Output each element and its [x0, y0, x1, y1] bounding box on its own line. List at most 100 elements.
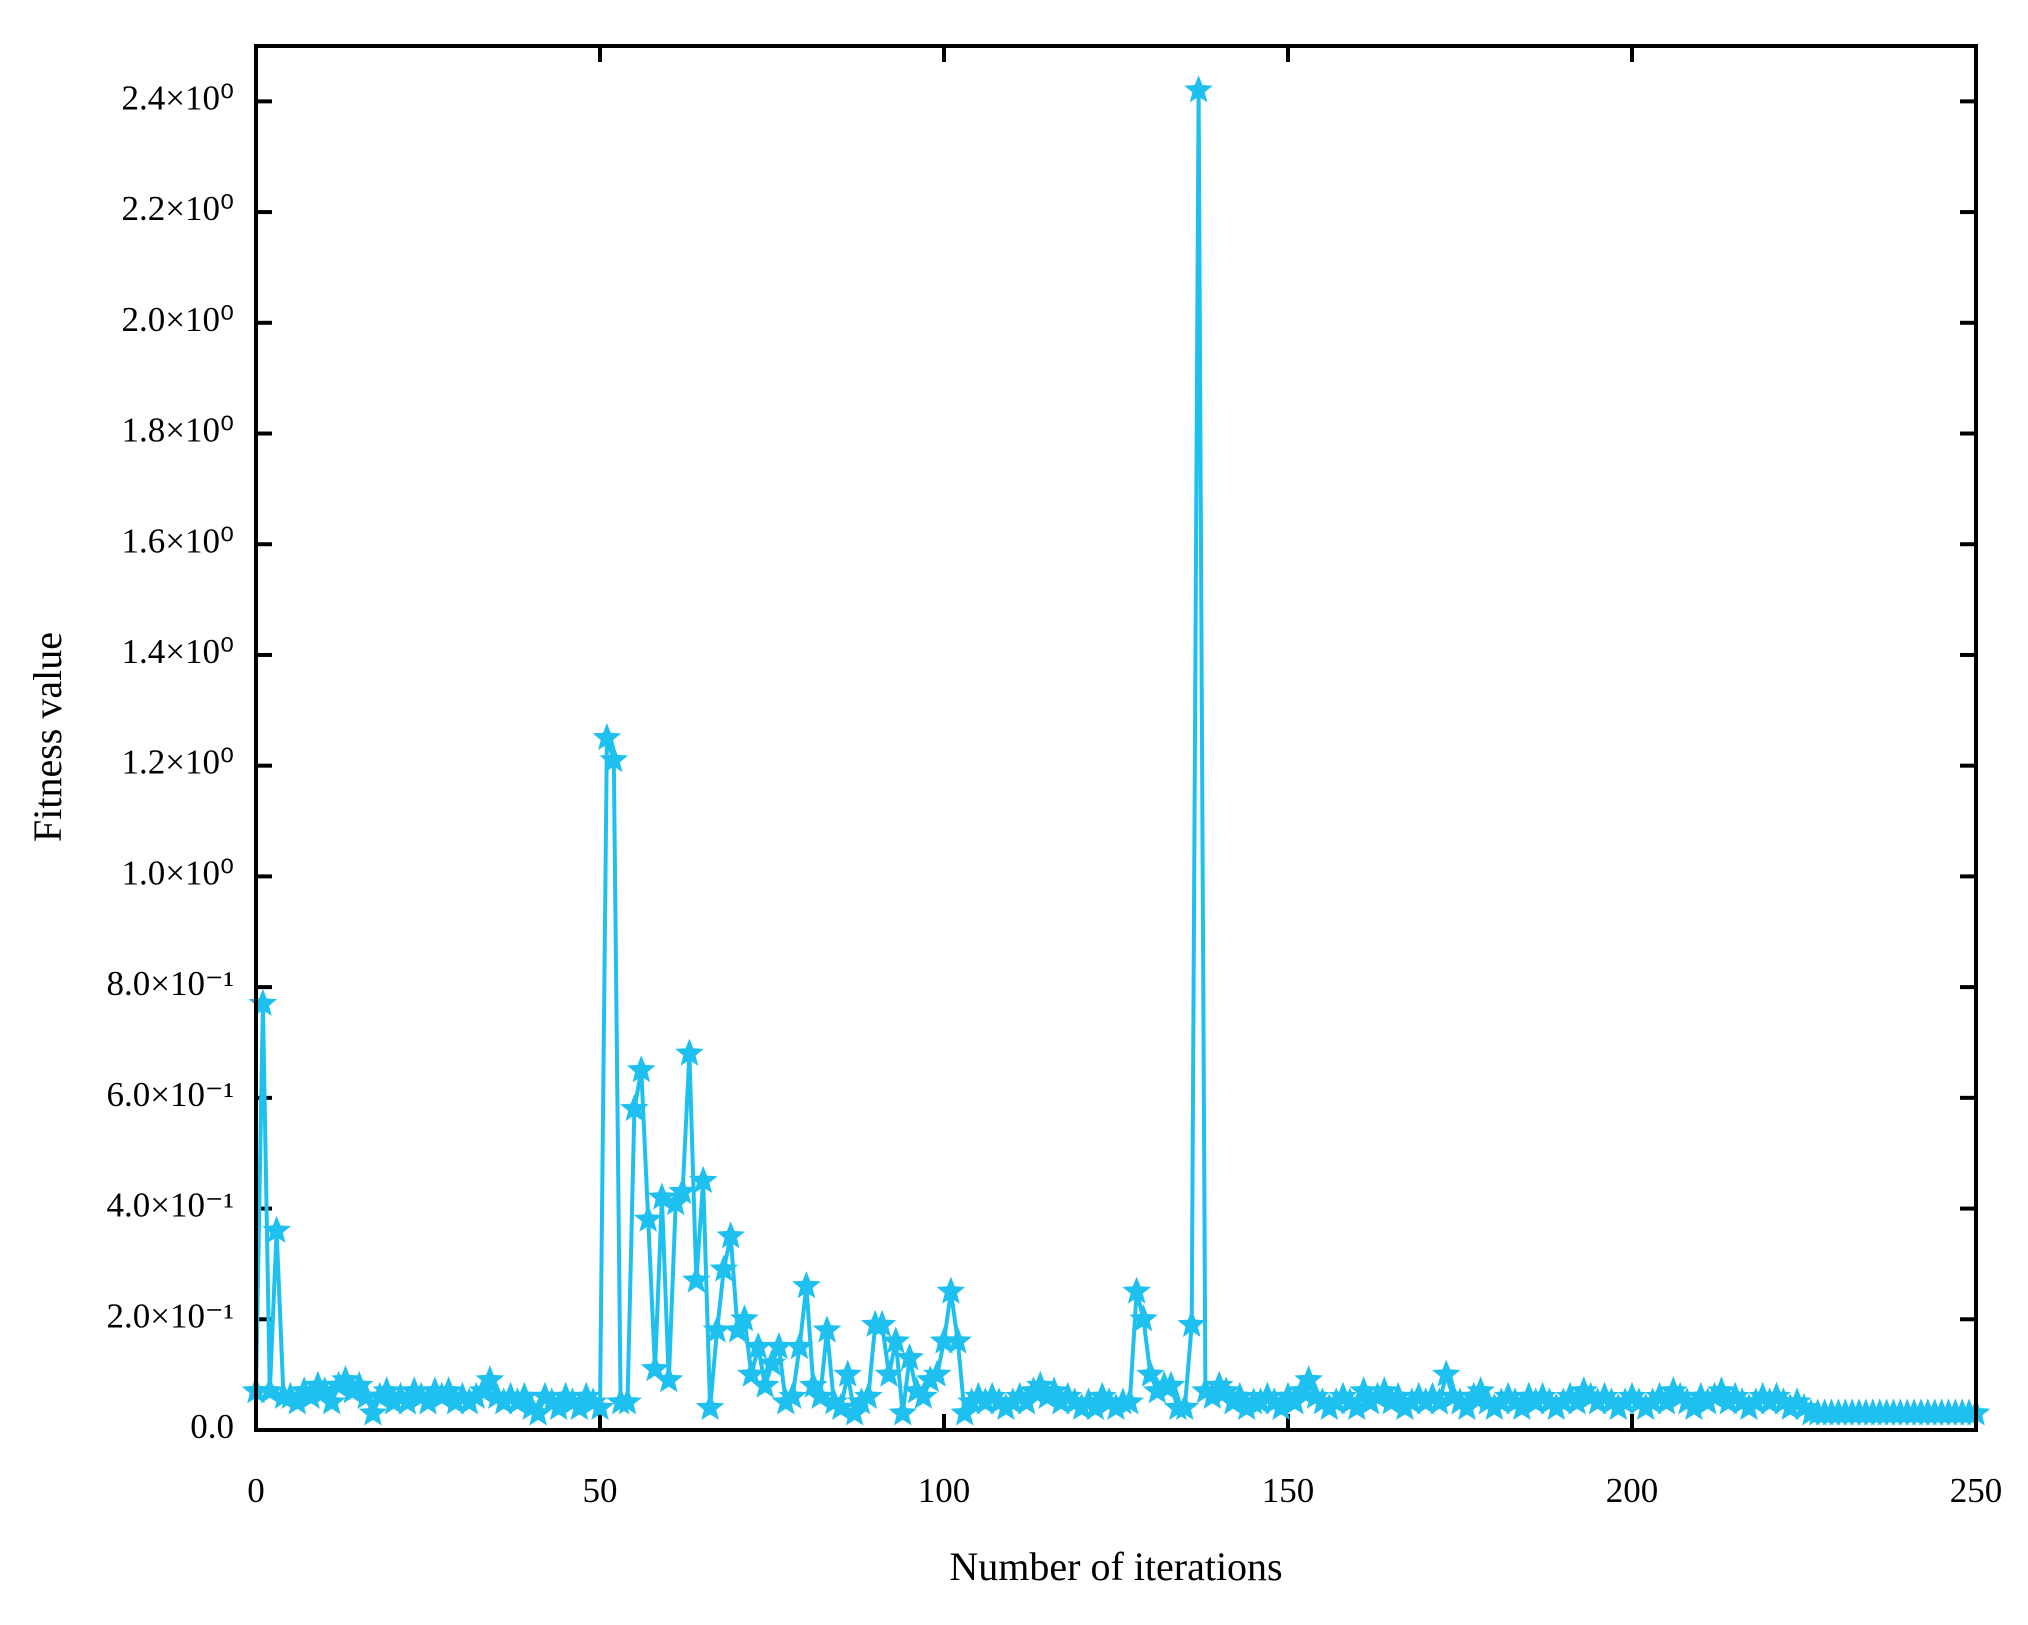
- data-point: [1631, 1392, 1660, 1420]
- data-point: [1480, 1392, 1509, 1420]
- data-point: [764, 1332, 794, 1360]
- data-point: [654, 1365, 684, 1393]
- y-tick-label: 6.0×10⁻¹: [107, 1075, 234, 1114]
- data-point: [1101, 1392, 1131, 1420]
- data-point: [695, 1392, 725, 1420]
- data-point: [496, 1381, 525, 1409]
- data-point: [1094, 1387, 1124, 1415]
- data-point: [881, 1326, 911, 1354]
- x-tick-label: 150: [1262, 1471, 1315, 1510]
- data-point: [1060, 1387, 1089, 1415]
- data-point: [441, 1387, 470, 1415]
- data-point: [1397, 1387, 1427, 1415]
- data-point: [255, 1376, 284, 1404]
- data-point: [289, 1376, 319, 1404]
- data-point: [406, 1381, 436, 1409]
- data-point: [957, 1387, 986, 1415]
- data-point: [1727, 1387, 1757, 1415]
- data-point: [998, 1387, 1028, 1415]
- data-point: [1617, 1381, 1647, 1409]
- data-point: [943, 1326, 972, 1354]
- data-point: [1122, 1276, 1151, 1304]
- data-point: [1170, 1392, 1200, 1420]
- data-point: [909, 1381, 938, 1409]
- data-point: [991, 1392, 1021, 1420]
- data-point: [1411, 1387, 1440, 1415]
- data-point: [1487, 1387, 1516, 1415]
- data-point: [1294, 1365, 1323, 1393]
- data-point: [1260, 1387, 1289, 1415]
- data-point: [1789, 1392, 1819, 1420]
- data-point: [599, 745, 628, 773]
- data-point: [420, 1376, 450, 1404]
- data-point: [1459, 1381, 1488, 1409]
- data-point: [1672, 1387, 1702, 1415]
- data-point: [331, 1365, 360, 1393]
- data-point: [1473, 1387, 1502, 1415]
- data-point: [1610, 1387, 1640, 1415]
- data-point: [317, 1387, 346, 1415]
- data-point: [613, 1387, 642, 1415]
- data-point: [1246, 1387, 1275, 1415]
- data-point: [434, 1376, 463, 1404]
- data-point: [1356, 1387, 1385, 1415]
- data-point: [530, 1381, 560, 1409]
- data-point: [1136, 1359, 1165, 1387]
- data-point: [1156, 1370, 1186, 1398]
- x-tick-label: 0: [247, 1471, 265, 1510]
- data-point: [344, 1370, 374, 1398]
- data-point: [922, 1359, 952, 1387]
- x-tick-label: 100: [918, 1471, 971, 1510]
- data-point: [1624, 1387, 1654, 1415]
- data-point: [1204, 1370, 1234, 1398]
- data-point: [1232, 1392, 1261, 1420]
- data-point: [730, 1304, 759, 1332]
- data-point: [1211, 1376, 1241, 1404]
- data-point: [1782, 1387, 1812, 1415]
- data-point: [1686, 1381, 1716, 1409]
- data-point: [510, 1381, 539, 1409]
- y-tick-label: 1.0×10⁰: [121, 853, 234, 892]
- plot-frame: [254, 44, 1978, 1432]
- data-point: [702, 1315, 732, 1343]
- data-point: [1741, 1387, 1771, 1415]
- data-point: [1569, 1376, 1599, 1404]
- data-point: [1253, 1381, 1282, 1409]
- data-point: [1032, 1381, 1062, 1409]
- data-point: [578, 1387, 608, 1415]
- data-point: [1542, 1392, 1571, 1420]
- data-point: [1734, 1392, 1764, 1420]
- data-point: [971, 1387, 1000, 1415]
- data-point: [682, 1265, 711, 1293]
- data-point: [310, 1376, 340, 1404]
- data-point: [379, 1387, 408, 1415]
- data-point: [1115, 1387, 1144, 1415]
- data-point: [888, 1398, 917, 1426]
- data-point: [737, 1359, 766, 1387]
- data-point: [1143, 1376, 1172, 1404]
- data-point: [1404, 1381, 1433, 1409]
- y-tick-label: 1.2×10⁰: [121, 743, 234, 782]
- data-point: [592, 723, 622, 751]
- data-point: [771, 1387, 800, 1415]
- data-point: [1225, 1381, 1255, 1409]
- data-point: [1363, 1381, 1392, 1409]
- data-point: [757, 1348, 787, 1376]
- data-point: [1039, 1376, 1069, 1404]
- data-point: [1693, 1387, 1722, 1415]
- data-point: [1067, 1392, 1096, 1420]
- data-point: [1445, 1387, 1475, 1415]
- data-point: [750, 1370, 780, 1398]
- data-point: [716, 1221, 745, 1249]
- data-point: [1273, 1381, 1303, 1409]
- data-point: [386, 1381, 415, 1409]
- data-point: [799, 1370, 828, 1398]
- data-point: [303, 1370, 333, 1398]
- data-point: [640, 1354, 670, 1382]
- data-point: [248, 988, 278, 1016]
- data-point: [964, 1381, 993, 1409]
- data-point: [1019, 1376, 1048, 1404]
- data-point: [489, 1387, 518, 1415]
- data-point: [1555, 1381, 1585, 1409]
- data-point: [1046, 1387, 1076, 1415]
